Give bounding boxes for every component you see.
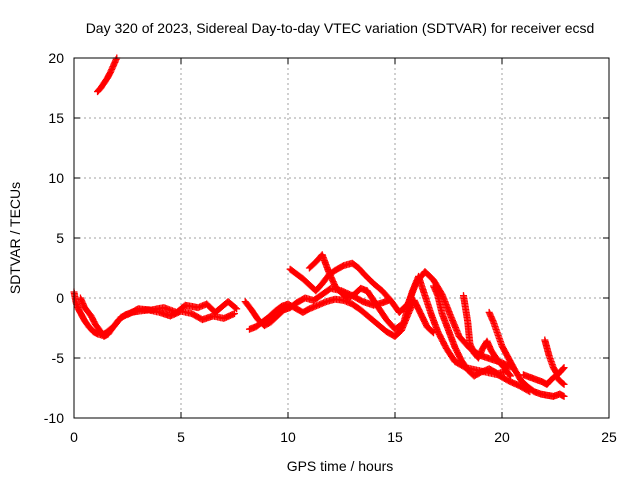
series-trace-i [485,308,568,400]
data-point [560,364,568,372]
data-point [231,304,239,312]
y-tick-label: 5 [56,230,64,246]
data-point [507,372,515,380]
data-point [231,310,238,318]
data-point [233,305,241,313]
data-points [70,54,568,400]
series-trace-j [519,371,568,388]
tick-labels: 0 5 10 15 20 25 -10 -5 0 5 10 15 20 [44,50,617,445]
data-point [560,380,568,388]
y-tick-label: -5 [52,350,65,366]
x-tick-label: 20 [494,429,510,445]
chart-title: Day 320 of 2023, Sidereal Day-to-day VTE… [86,20,595,36]
data-point [560,392,568,400]
series-trace-k [541,336,568,379]
data-point [559,364,567,372]
x-tick-label: 0 [70,429,78,445]
x-axis-label: GPS time / hours [287,458,394,474]
x-tick-label: 15 [387,429,403,445]
series-trace-b [76,294,241,340]
plot-frame [73,57,610,419]
x-tick-label: 5 [177,429,185,445]
x-tick-label: 25 [601,429,617,445]
y-tick-label: 15 [48,110,64,126]
x-tick-label: 10 [280,429,296,445]
y-tick-label: 0 [56,290,64,306]
y-axis-label: SDTVAR / TECUs [7,182,23,294]
data-point [559,365,567,373]
y-tick-label: 20 [48,50,64,66]
y-tick-label: 10 [48,170,64,186]
data-point [506,371,514,379]
grid-lines [74,58,609,418]
data-point [559,380,567,387]
series-early-high-arc [94,54,121,96]
series-trace-g [430,282,510,380]
y-tick-label: -10 [44,410,64,426]
series-trace-h [459,292,515,380]
